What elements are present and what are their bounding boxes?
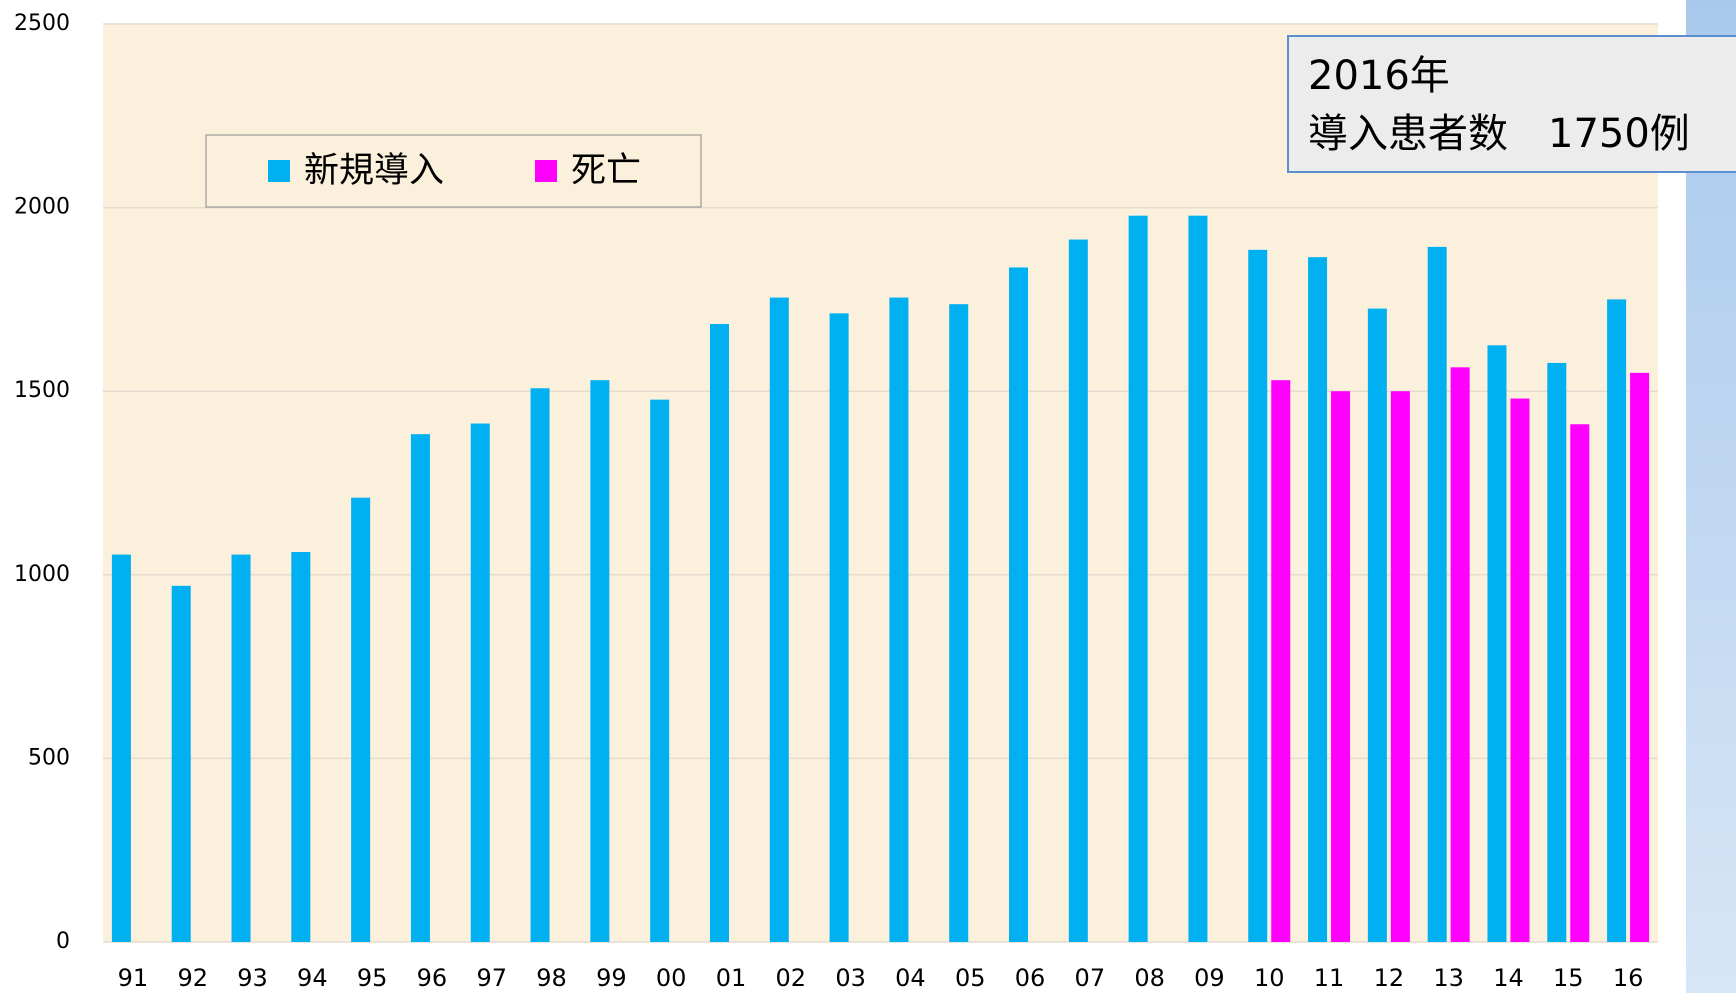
bar [351,497,371,942]
x-tick-label: 13 [1433,964,1464,992]
bar [1450,367,1470,942]
bar [1188,215,1208,942]
x-tick-label: 95 [357,964,388,992]
y-tick-label: 2000 [14,195,70,220]
x-tick-label: 05 [955,964,986,992]
x-tick-label: 97 [476,964,507,992]
y-tick-label: 1000 [14,562,70,587]
annotation: 導入患者数 1750例 [1308,111,1690,157]
bar [291,552,311,942]
x-tick-label: 92 [177,964,208,992]
bar [1068,239,1088,943]
x-tick-label: 00 [656,964,687,992]
bar [1009,267,1029,942]
bar [1390,391,1410,942]
legend-label: 新規導入 [304,151,444,191]
x-tick-label: 15 [1553,964,1584,992]
y-tick-label: 1500 [14,378,70,403]
bar [1248,249,1268,942]
bar [231,554,251,942]
x-tick-label: 03 [835,964,866,992]
bar [1570,424,1590,942]
bar [829,313,849,942]
bar [1331,391,1351,942]
bar [889,297,909,943]
legend-swatch [535,160,557,182]
y-tick-label: 0 [56,929,70,954]
bar [1367,308,1387,943]
bar [470,423,490,942]
bar [410,434,430,942]
bar [1271,380,1291,943]
x-tick-label: 99 [596,964,627,992]
x-tick-label: 93 [237,964,268,992]
bar [1308,257,1328,942]
bar [1487,345,1507,942]
bar [769,297,789,943]
bar [1607,299,1627,942]
bar [1427,246,1447,943]
y-tick-label: 2500 [14,11,70,36]
x-tick-label: 96 [417,964,448,992]
bar [530,388,550,942]
x-tick-label: 11 [1314,964,1345,992]
x-tick-label: 16 [1613,964,1644,992]
legend-label: 死亡 [571,151,641,191]
annotation-box [1287,35,1736,173]
x-tick-label: 08 [1134,964,1165,992]
x-tick-label: 04 [895,964,926,992]
x-tick-label: 02 [776,964,807,992]
legend-swatch [268,160,290,182]
x-tick-label: 06 [1015,964,1046,992]
annotation: 2016年 [1308,53,1450,99]
x-tick-label: 09 [1194,964,1225,992]
bar [1547,362,1567,942]
bar [1510,398,1530,942]
x-tick-label: 01 [716,964,747,992]
y-tick-label: 500 [28,745,70,770]
x-tick-label: 07 [1075,964,1106,992]
x-tick-label: 91 [118,964,149,992]
x-tick-label: 12 [1374,964,1405,992]
bar [1630,372,1650,943]
bar [590,380,610,943]
x-tick-label: 94 [297,964,328,992]
bar [709,324,729,942]
x-tick-label: 10 [1254,964,1285,992]
bar [949,304,969,943]
x-tick-label: 98 [536,964,567,992]
bar [171,585,191,942]
x-tick-label: 14 [1493,964,1524,992]
bar [650,399,670,942]
bar [111,554,131,942]
bar [1128,215,1148,942]
